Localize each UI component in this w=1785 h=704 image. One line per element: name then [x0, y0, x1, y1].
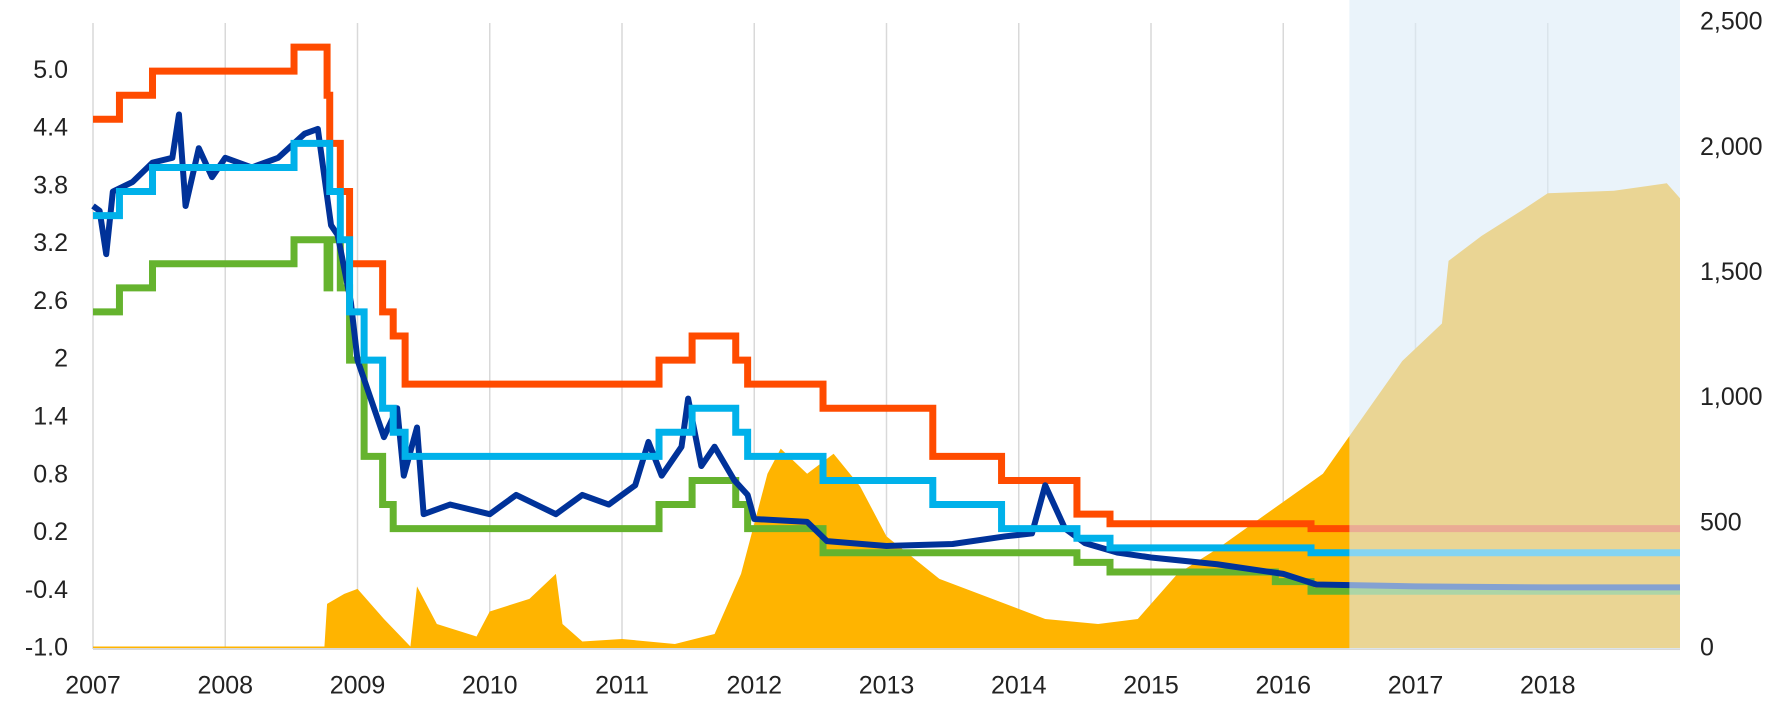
- forecast-shade: [1349, 0, 1680, 649]
- y-tick-label: 0.2: [33, 518, 68, 546]
- y-tick-label: 3.2: [33, 229, 68, 257]
- x-tick-label: 2012: [726, 672, 782, 700]
- x-tick-label: 2007: [65, 672, 121, 700]
- y-tick-label: 1.4: [33, 402, 68, 430]
- y-tick-label: -1.0: [25, 634, 68, 662]
- y-tick-label: 4.4: [33, 114, 68, 142]
- x-tick-label: 2013: [859, 672, 915, 700]
- x-tick-label: 2008: [197, 672, 253, 700]
- y-tick-label: 2: [54, 345, 68, 373]
- x-tick-label: 2015: [1123, 672, 1179, 700]
- x-tick-label: 2011: [595, 672, 649, 700]
- x-tick-label: 2009: [330, 672, 386, 700]
- y2-tick-label: 2,500: [1700, 8, 1763, 36]
- y-tick-label: 3.8: [33, 171, 68, 199]
- y2-tick-label: 1,500: [1700, 258, 1763, 286]
- step-line: [93, 139, 1680, 557]
- y2-tick-label: 1,000: [1700, 383, 1763, 411]
- x-tick-label: 2010: [462, 672, 518, 700]
- area: [93, 183, 1680, 650]
- y-tick-label: 2.6: [33, 287, 68, 315]
- y2-tick-label: 500: [1700, 508, 1742, 536]
- x-tick-label: 2017: [1388, 672, 1444, 700]
- y-tick-label: 0.8: [33, 460, 68, 488]
- step-line: [93, 236, 1680, 595]
- y-tick-label: 5.0: [33, 56, 68, 84]
- y-tick-label: -0.4: [25, 576, 68, 604]
- step-line: [93, 43, 1680, 533]
- y2-tick-label: 0: [1700, 634, 1714, 662]
- x-tick-label: 2016: [1255, 672, 1311, 700]
- x-tick-label: 2014: [991, 672, 1047, 700]
- y2-tick-label: 2,000: [1700, 133, 1763, 161]
- line: [91, 111, 1680, 591]
- x-tick-label: 2018: [1520, 672, 1576, 700]
